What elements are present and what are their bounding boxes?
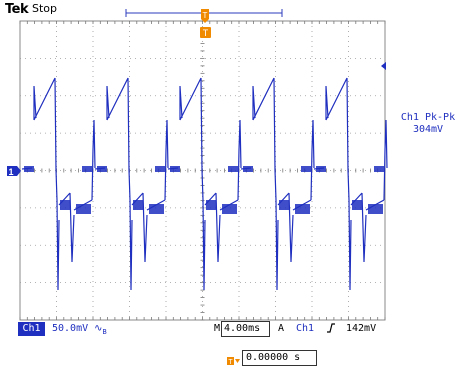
horizontal-position-field[interactable]: 0.00000 s xyxy=(242,350,317,366)
trigger-time-marker: T xyxy=(200,27,211,38)
bandwidth-limit-icon: ∿B xyxy=(94,323,107,336)
waveform-noise-band xyxy=(155,166,165,172)
horizontal-prefix: M xyxy=(214,323,221,334)
waveform-noise-band xyxy=(133,200,143,210)
waveform-noise-band xyxy=(279,200,289,210)
acquisition-status: Stop xyxy=(32,2,58,15)
waveform-noise-band xyxy=(374,166,384,172)
svg-text:T: T xyxy=(228,359,233,366)
waveform-noise-band xyxy=(352,200,362,210)
waveform-noise-band xyxy=(295,204,310,214)
trigger-source[interactable]: Ch1 xyxy=(296,323,315,334)
channel1-badge[interactable]: Ch1 xyxy=(18,322,45,336)
waveform-noise-band xyxy=(149,204,164,214)
waveform-noise-band xyxy=(301,166,311,172)
acquire-prefix: A xyxy=(278,323,285,334)
waveform-noise-band xyxy=(170,166,180,172)
channel1-ground-marker[interactable]: 1 xyxy=(7,166,21,177)
waveform-noise-band xyxy=(76,204,91,214)
trigger-level[interactable]: 142mV xyxy=(346,323,377,334)
timebase-field[interactable]: 4.00ms xyxy=(221,321,270,337)
measurement-value: 304mV xyxy=(412,124,444,135)
channel1-waveform xyxy=(21,77,388,291)
brand-logo: Tek xyxy=(5,2,29,17)
trigger-time-label: T xyxy=(203,28,209,38)
trigger-level-arrow-icon[interactable] xyxy=(381,62,386,70)
ground-marker-label: 1 xyxy=(8,167,13,177)
trigger-position-arrow-icon: T xyxy=(227,352,241,371)
waveform-noise-band xyxy=(24,166,34,172)
waveform-noise-band xyxy=(243,166,253,172)
waveform-noise-band xyxy=(368,204,383,214)
vertical-scale-value: 50.0mV xyxy=(52,323,89,334)
waveform-noise-band xyxy=(97,166,107,172)
waveform-noise-band xyxy=(316,166,326,172)
trigger-marker-label: T xyxy=(203,11,208,20)
trigger-position-marker[interactable]: T xyxy=(201,9,209,23)
waveform-noise-band xyxy=(222,204,237,214)
waveform-noise-band xyxy=(60,200,70,210)
waveform-noise-band xyxy=(206,200,216,210)
rising-edge-icon xyxy=(326,322,336,339)
measurement-label: Ch1 Pk-Pk xyxy=(400,112,456,123)
vertical-scale[interactable]: 50.0mV ∿B xyxy=(52,322,107,339)
waveform-noise-band xyxy=(228,166,238,172)
waveform-noise-band xyxy=(82,166,92,172)
